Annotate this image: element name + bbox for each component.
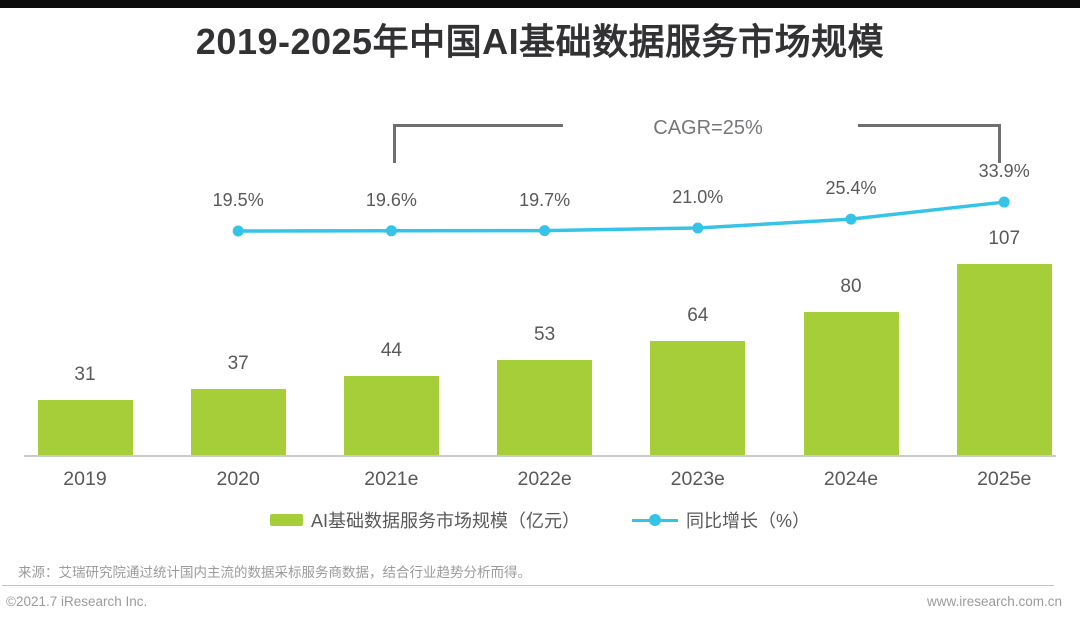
legend-item-market-size: AI基础数据服务市场规模（亿元）: [269, 507, 580, 533]
chart-title: 2019-2025年中国AI基础数据服务市场规模: [195, 21, 885, 62]
legend-item-growth: 同比增长（%）: [632, 507, 810, 533]
bar-2022e: [497, 360, 593, 455]
bar-value-label: 53: [534, 324, 556, 346]
bar-value-label: 37: [227, 352, 249, 374]
x-axis-label: 2024e: [823, 468, 879, 490]
bar-2025e: [956, 263, 1052, 455]
source-note: 来源：艾瑞研究院通过统计国内主流的数据采标服务商数据，结合行业趋势分析而得。: [18, 565, 531, 580]
growth-value-label: 25.4%: [825, 178, 877, 199]
growth-point: [232, 225, 244, 237]
growth-point: [692, 222, 704, 234]
footer: ©2021.7 iResearch Inc. www.iresearch.com…: [6, 594, 1062, 609]
growth-line: [238, 200, 1005, 233]
growth-value-label: 21.0%: [672, 186, 724, 207]
bar-series-swatch-icon: [269, 514, 303, 526]
x-axis-label: 2019: [63, 468, 107, 490]
legend-label-market-size: AI基础数据服务市场规模（亿元）: [310, 511, 580, 531]
bar-2019: [37, 399, 133, 455]
bar-2021e: [343, 376, 439, 455]
cagr-bracket-left: [393, 124, 563, 163]
chart-area: CAGR=25% 31 2019 37 2020 44 2021e 53 2022e 64 202…: [0, 60, 1080, 492]
footer-divider: [2, 585, 1054, 586]
growth-point: [385, 225, 397, 237]
growth-value-label: 19.7%: [519, 189, 571, 210]
x-axis-label: 2020: [216, 468, 260, 490]
x-axis-label: 2025e: [977, 468, 1032, 490]
line-dot-icon: [649, 514, 661, 526]
growth-line-chart: [232, 196, 1010, 237]
growth-point: [998, 196, 1010, 208]
bar-value-label: 107: [988, 227, 1021, 249]
growth-point: [539, 225, 551, 237]
bar-2020: [190, 388, 286, 455]
copyright: ©2021.7 iResearch Inc.: [6, 594, 148, 609]
x-axis-line: [24, 455, 1056, 457]
growth-value-label: 33.9%: [978, 161, 1030, 182]
cagr-bracket-right: [858, 124, 1001, 163]
x-axis-label: 2021e: [364, 468, 419, 490]
bar-2024e: [803, 312, 899, 455]
bar-value-label: 31: [74, 363, 96, 385]
website-link[interactable]: www.iresearch.com.cn: [926, 594, 1062, 609]
bar-value-label: 44: [380, 340, 402, 362]
bar-value-label: 64: [687, 304, 709, 326]
cagr-annotation: CAGR=25%: [653, 117, 763, 139]
growth-value-label: 19.5%: [212, 190, 264, 210]
x-axis-label: 2023e: [670, 468, 725, 490]
growth-point: [845, 213, 857, 225]
legend-label-growth: 同比增长（%）: [686, 511, 811, 531]
line-series-marker-icon: [632, 514, 678, 526]
bar-value-label: 80: [840, 276, 862, 298]
growth-value-label: 19.6%: [365, 189, 417, 210]
top-border: [0, 0, 1080, 8]
legend: AI基础数据服务市场规模（亿元） 同比增长（%）: [0, 507, 1080, 533]
bar-2023e: [650, 340, 746, 455]
x-axis-label: 2022e: [517, 468, 572, 490]
